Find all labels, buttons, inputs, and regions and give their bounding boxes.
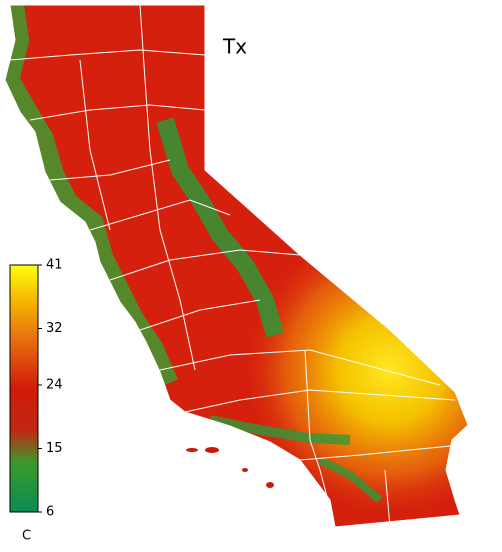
channel-islands [186, 447, 274, 488]
colorbar-tick-label: 24 [46, 377, 63, 392]
colorbar-tick-label: 41 [46, 258, 63, 273]
transverse-cool-zone [209, 415, 351, 445]
sierra-cool-zone [156, 117, 284, 338]
peninsular-cool-zone [318, 456, 383, 504]
colorbar-scale [9, 264, 39, 513]
colorbar-tick-label: 32 [46, 321, 63, 336]
colorbar: C 6 15 24 32 41 [9, 258, 63, 544]
county-lines [9, 5, 461, 527]
colorbar-tick-label: 15 [46, 441, 63, 456]
colorbar-tick-label: 6 [46, 505, 54, 520]
map-title: Tx [222, 35, 247, 59]
colorbar-unit: C [22, 529, 31, 544]
